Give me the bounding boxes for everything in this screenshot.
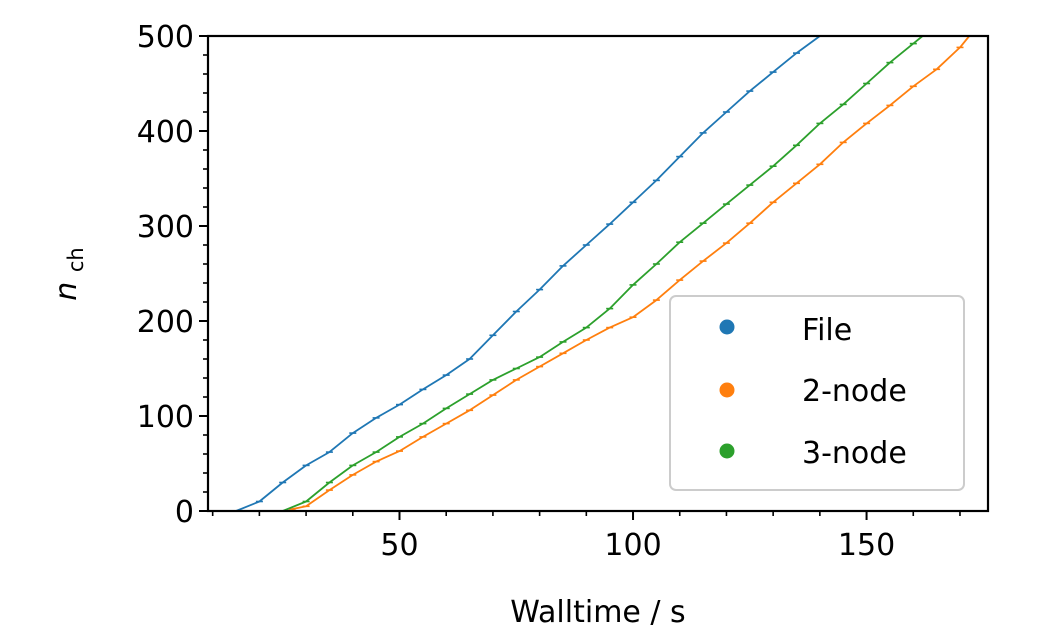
legend-label-file: File <box>802 313 852 348</box>
x-axis-label: Walltime / s <box>510 595 685 630</box>
y-axis-label: n ch <box>49 247 88 300</box>
legend-label-2-node: 2-node <box>802 374 907 409</box>
legend: File 2-node 3-node <box>669 295 965 491</box>
y-tick-label: 0 <box>175 495 194 530</box>
legend-marker-2-node <box>719 382 735 398</box>
x-tick-label: 100 <box>604 528 661 563</box>
legend-marker-3-node <box>719 443 735 459</box>
y-tick-label: 200 <box>137 305 194 340</box>
y-tick-label: 300 <box>137 210 194 245</box>
y-axis-label-main: n <box>49 282 84 301</box>
legend-label-3-node: 3-node <box>802 436 907 471</box>
axis-layer: 50 100 150 0 100 200 300 400 500 <box>137 20 961 563</box>
x-tick-label: 150 <box>838 528 895 563</box>
series-line-file <box>235 35 821 512</box>
x-tick-label: 50 <box>380 528 418 563</box>
series-layer <box>232 35 973 512</box>
plot-frame <box>206 34 990 513</box>
y-axis-label-sub: ch <box>64 247 88 272</box>
y-tick-label: 400 <box>137 115 194 150</box>
legend-box <box>669 295 965 491</box>
y-tick-label: 500 <box>137 20 194 55</box>
y-tick-label: 100 <box>137 400 194 435</box>
legend-marker-file <box>719 319 735 335</box>
